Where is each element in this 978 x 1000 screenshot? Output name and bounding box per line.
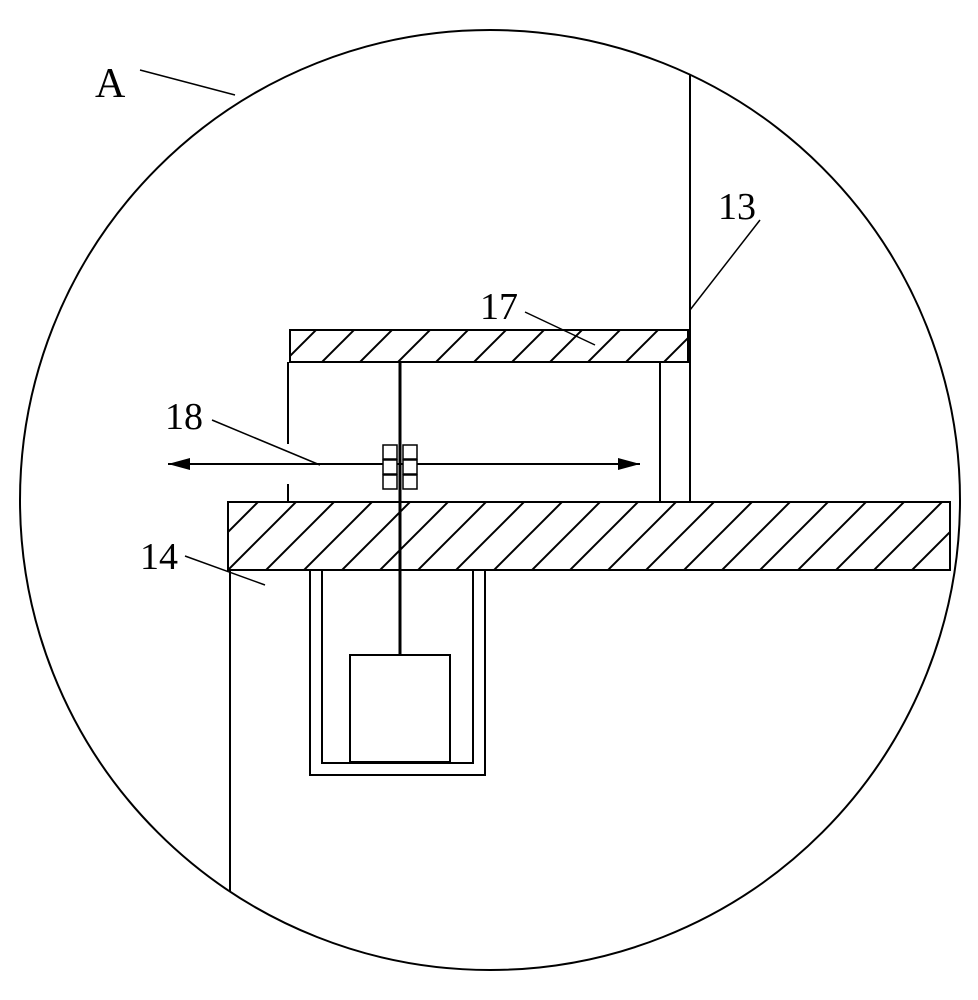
label-18: 18: [165, 395, 203, 439]
detail-circle: [20, 30, 960, 970]
label-17: 17: [480, 285, 518, 329]
label-A: A: [95, 60, 125, 108]
label-14: 14: [140, 535, 178, 579]
section-structure: [168, 56, 950, 942]
diagram-svg: [0, 0, 978, 1000]
label-13: 13: [718, 185, 756, 229]
